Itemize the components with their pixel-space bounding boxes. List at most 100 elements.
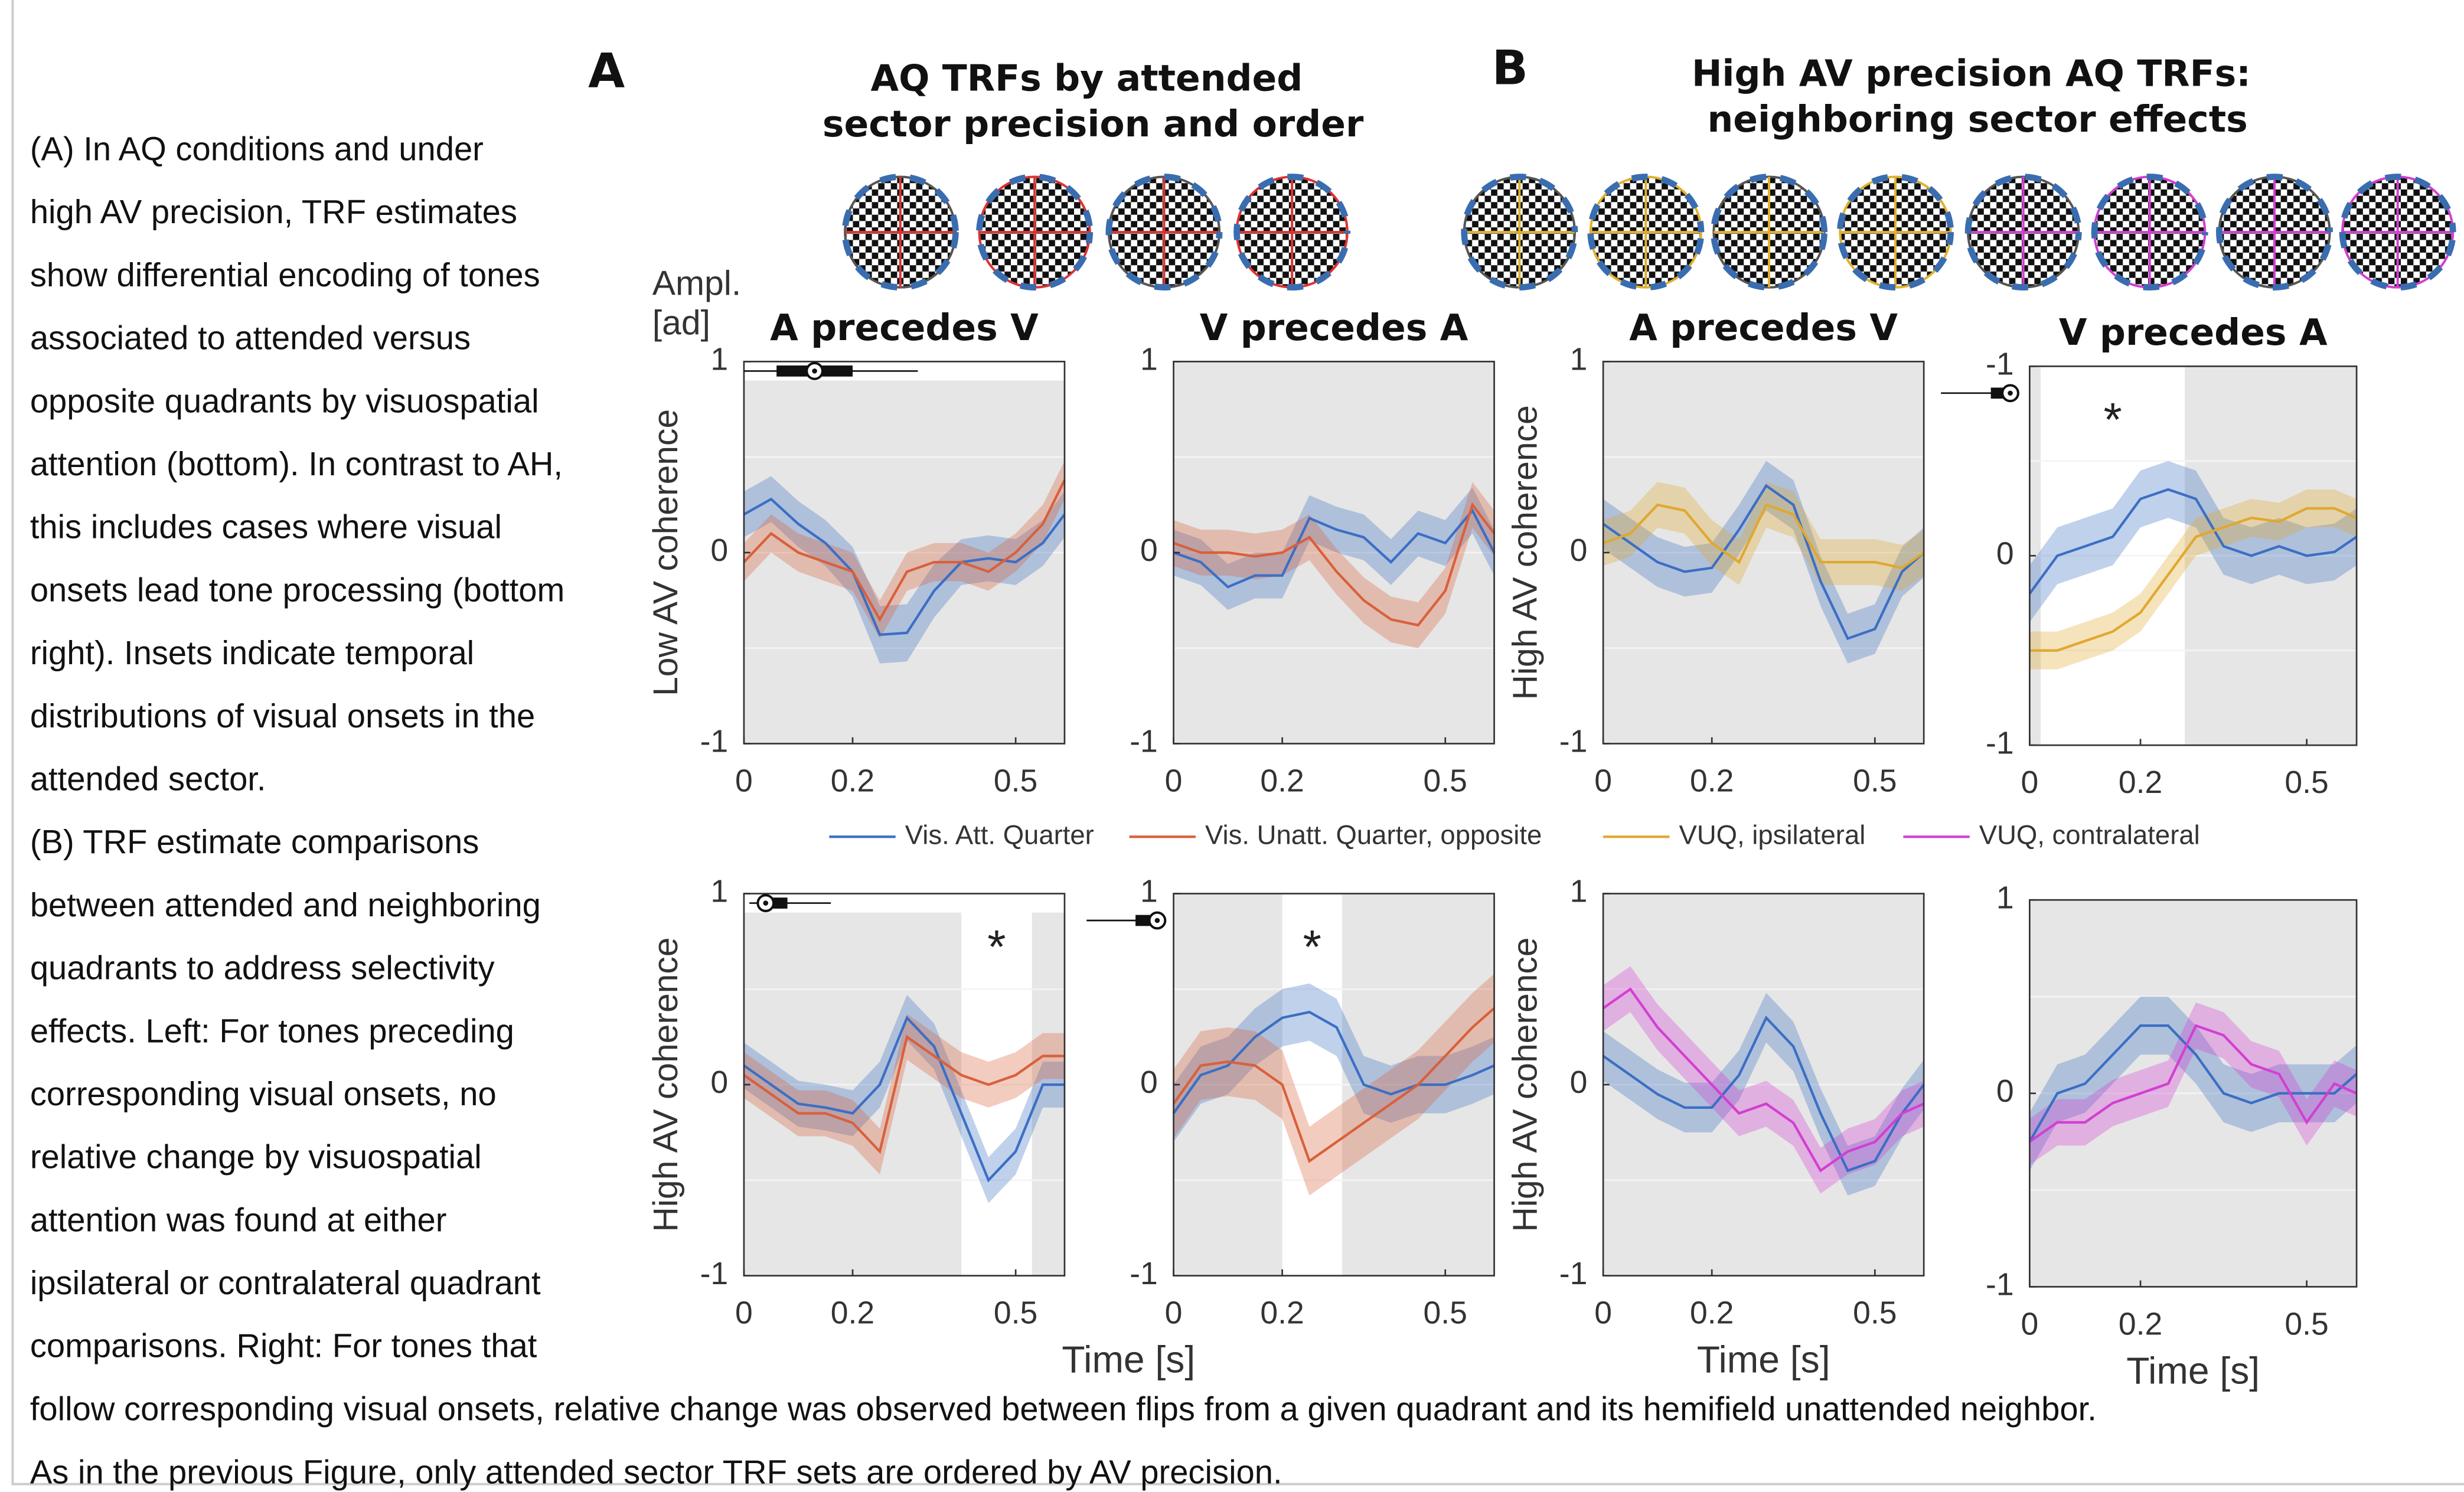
y-tick-label: -1	[1130, 724, 1158, 759]
x-tick-label: 0.2	[2119, 765, 2162, 800]
x-tick-label: 0	[735, 763, 753, 798]
inset-box	[771, 897, 788, 909]
x-tick-label: 0.5	[2284, 1307, 2328, 1341]
series-line	[1602, 987, 1925, 1173]
group-title: neighboring sector effects	[1707, 98, 2247, 141]
caption-line: this includes cases where visual	[30, 508, 502, 546]
legend-label: Vis. Att. Quarter	[905, 820, 1094, 850]
caption-line: attention (bottom). In contrast to AH,	[30, 445, 563, 482]
y-tick-label: 1	[1570, 874, 1588, 909]
x-tick-label: 0.5	[1424, 763, 1467, 798]
x-tick-label: 0.2	[831, 763, 874, 798]
error-band	[2029, 489, 2357, 670]
error-band	[1173, 487, 1494, 610]
chart-title: A precedes V	[770, 306, 1039, 349]
y-tick-label: 0	[1140, 533, 1158, 568]
x-tick-label: 0.2	[1260, 1296, 1304, 1331]
caption-line: effects. Left: For tones preceding	[30, 1012, 514, 1049]
stimulus-marker	[841, 174, 959, 291]
error-band	[1603, 966, 1924, 1194]
caption-line: (B) TRF estimate comparisons	[30, 823, 479, 860]
x-tick-label: 0.5	[1424, 1296, 1467, 1331]
stimulus-marker	[1461, 174, 1578, 291]
error-band	[743, 1014, 1065, 1175]
legend-label: VUQ, contralateral	[1979, 820, 2200, 850]
series-line	[1172, 1007, 1495, 1163]
error-band	[1603, 461, 1924, 664]
series-line	[1603, 503, 1925, 570]
y-tick-label: 1	[1140, 874, 1158, 909]
series-line	[743, 1015, 1065, 1183]
stimulus-marker	[1233, 174, 1351, 291]
y-tick-label: 1	[1140, 342, 1158, 377]
series-line	[1602, 484, 1925, 641]
stimulus-marker	[1964, 174, 2082, 291]
y-tick-label: -1	[1559, 1256, 1588, 1291]
caption-line: corresponding visual onsets, no	[30, 1075, 497, 1112]
x-tick-label: 0.2	[1690, 1296, 1734, 1331]
caption-line: (A) In AQ conditions and under	[30, 130, 484, 168]
caption-line: right). Insets indicate temporal	[30, 634, 474, 671]
caption-line: opposite quadrants by visuospatial	[30, 382, 539, 419]
x-tick-label: 0.5	[994, 763, 1037, 798]
x-tick-label: 0	[1165, 1296, 1183, 1331]
x-tick-label: 0.5	[1853, 763, 1897, 798]
caption-line: quadrants to address selectivity	[30, 949, 495, 987]
y-tick-label: -1	[700, 1256, 729, 1291]
significance-marker: *	[1303, 920, 1321, 974]
y-tick-label: 0	[710, 533, 728, 568]
stimulus-marker	[2091, 174, 2208, 291]
y-tick-label: 0	[1996, 536, 2014, 571]
x-tick-label: 0	[2021, 1307, 2038, 1341]
error-band	[743, 476, 1065, 664]
stimulus-marker	[1711, 174, 1827, 291]
y-axis-label: High AV coherence	[647, 937, 685, 1232]
caption-line: ipsilateral or contralateral quadrant	[30, 1264, 541, 1301]
caption-line: follow corresponding visual onsets, rela…	[30, 1390, 2097, 1427]
x-tick-label: 0.2	[1260, 763, 1304, 798]
inset-median-dot	[812, 368, 817, 374]
caption-line: high AV precision, TRF estimates	[30, 193, 517, 230]
caption-line: onsets lead tone processing (bottom	[30, 571, 564, 608]
chart-title: A precedes V	[1629, 306, 1898, 349]
series-line	[1173, 508, 1496, 589]
error-band	[1173, 983, 1494, 1142]
series-line	[743, 497, 1066, 636]
y-tick-label: 0	[1140, 1065, 1158, 1100]
series-line	[1172, 1010, 1495, 1114]
group-title: High AV precision AQ TRFs:	[1692, 52, 2251, 94]
error-band	[1603, 993, 1924, 1196]
x-tick-label: 0	[1594, 1296, 1612, 1331]
error-band	[2029, 1002, 2357, 1165]
caption-line: show differential encoding of tones	[30, 256, 540, 293]
y-tick-label: 0	[1570, 533, 1588, 568]
significance-marker: *	[987, 920, 1006, 974]
significance-marker: *	[2104, 393, 2122, 446]
group-title: sector precision and order	[823, 103, 1364, 145]
y-unit: [ad]	[652, 303, 710, 342]
chart-title: V precedes A	[1200, 306, 1468, 349]
group-title: AQ TRFs by attended	[870, 57, 1303, 99]
y-axis-label: High AV coherence	[1506, 937, 1544, 1232]
frame	[11, 0, 2464, 1486]
y-tick-label: 0	[1570, 1065, 1588, 1100]
y-tick-label: 0	[710, 1065, 728, 1100]
panel-label: B	[1492, 40, 1528, 95]
y-tick-label: -1	[1559, 724, 1588, 759]
series-line	[1173, 502, 1496, 627]
x-tick-label: 0.5	[1853, 1296, 1897, 1331]
y-axis-label: High AV coherence	[1506, 405, 1544, 700]
caption-line: comparisons. Right: For tones that	[30, 1327, 537, 1364]
x-tick-label: 0	[1165, 763, 1183, 798]
series-line	[1602, 1016, 1925, 1173]
stimulus-marker	[1105, 174, 1223, 291]
stimulus-marker	[976, 174, 1094, 291]
inset-median-dot	[763, 900, 769, 906]
x-axis-label: Time [s]	[2126, 1349, 2260, 1392]
legend-label: Vis. Unatt. Quarter, opposite	[1205, 820, 1542, 850]
y-tick-label: 1	[1996, 880, 2014, 915]
y-tick-label: -1	[1130, 1256, 1158, 1291]
caption-line: between attended and neighboring	[30, 886, 541, 923]
y-tick-label: 0	[1996, 1074, 2014, 1109]
